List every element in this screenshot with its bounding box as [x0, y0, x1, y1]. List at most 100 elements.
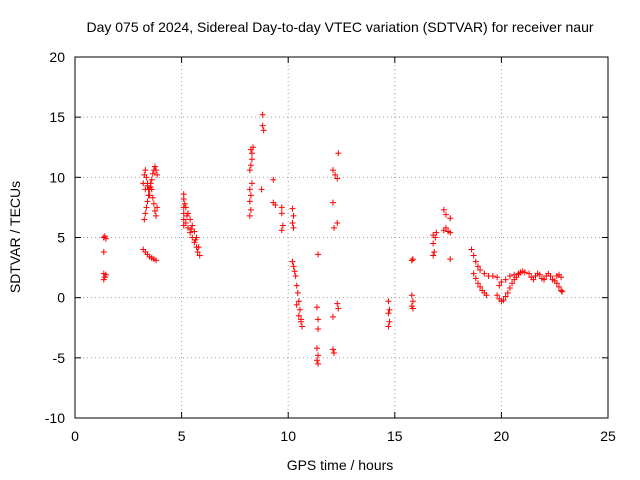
data-point — [143, 174, 150, 181]
data-point — [296, 306, 303, 313]
data-point — [181, 200, 188, 207]
data-point — [511, 271, 518, 278]
x-tick-label: 0 — [71, 428, 79, 444]
data-point — [481, 270, 488, 277]
data-point — [474, 280, 481, 287]
data-point — [313, 357, 320, 364]
x-tick-label: 20 — [494, 428, 510, 444]
data-point — [246, 186, 253, 193]
data-point — [189, 222, 196, 229]
data-point — [290, 263, 297, 270]
data-point — [250, 144, 257, 151]
data-point — [409, 298, 416, 305]
y-tick-label: 5 — [57, 230, 65, 246]
data-point — [151, 208, 158, 215]
data-point — [100, 248, 107, 255]
data-point — [188, 226, 195, 233]
data-point — [313, 304, 320, 311]
data-point — [521, 269, 528, 276]
data-point — [142, 167, 149, 174]
y-tick-labels: -10 -5 0 5 10 15 20 — [45, 49, 65, 426]
data-point — [290, 212, 297, 219]
y-tick-label: 0 — [57, 290, 65, 306]
data-point — [194, 248, 201, 255]
data-point — [431, 248, 438, 255]
data-point — [409, 256, 416, 263]
data-point — [315, 316, 322, 323]
data-point — [536, 271, 543, 278]
data-point — [489, 273, 496, 280]
data-point — [246, 212, 253, 219]
data-point — [247, 206, 254, 213]
data-point — [504, 289, 511, 296]
data-point — [494, 274, 501, 281]
data-point — [385, 310, 392, 317]
data-point — [477, 266, 484, 273]
data-point — [470, 270, 477, 277]
chart-title: Day 075 of 2024, Sidereal Day-to-day VTE… — [86, 19, 593, 35]
data-point — [555, 283, 562, 290]
data-point — [472, 275, 479, 282]
y-tick-label: 15 — [49, 109, 65, 125]
data-point — [180, 195, 187, 202]
data-point — [278, 210, 285, 217]
data-point — [290, 224, 297, 231]
data-point — [196, 252, 203, 259]
data-point — [386, 318, 393, 325]
data-point — [246, 198, 253, 205]
data-point — [154, 171, 161, 178]
data-point — [334, 220, 341, 227]
data-point — [315, 352, 322, 359]
data-point — [530, 276, 537, 283]
data-point — [142, 210, 149, 217]
data-point — [191, 228, 198, 235]
data-point — [180, 216, 187, 223]
data-point — [386, 306, 393, 313]
data-point — [295, 298, 302, 305]
data-point — [447, 256, 454, 263]
data-point — [193, 244, 200, 251]
data-point — [153, 212, 160, 219]
data-point — [433, 229, 440, 236]
data-point — [147, 180, 154, 187]
data-point — [331, 350, 338, 357]
data-point — [447, 215, 454, 222]
data-point — [247, 162, 254, 169]
data-point — [440, 227, 447, 234]
data-point — [515, 270, 522, 277]
data-point — [259, 122, 266, 129]
data-point — [315, 251, 322, 258]
data-point — [329, 199, 336, 206]
y-tick-label: -5 — [53, 350, 66, 366]
data-point — [500, 297, 507, 304]
data-point — [502, 276, 509, 283]
y-axis-label: SDTVAR / TECUs — [7, 181, 23, 293]
data-point — [182, 220, 189, 227]
data-point — [547, 273, 554, 280]
data-point — [335, 305, 342, 312]
data-point — [151, 163, 158, 170]
data-point — [278, 227, 285, 234]
data-point — [148, 176, 155, 183]
data-point — [430, 240, 437, 247]
y-tick-label: 10 — [49, 169, 65, 185]
data-point — [248, 150, 255, 157]
data-point — [526, 270, 533, 277]
data-point — [496, 282, 503, 289]
data-point — [184, 224, 191, 231]
data-point — [329, 346, 336, 353]
data-point — [154, 204, 161, 211]
data-point — [248, 180, 255, 187]
data-point — [430, 252, 437, 259]
data-point — [331, 224, 338, 231]
data-point — [408, 257, 415, 264]
data-point — [187, 229, 194, 236]
data-point — [295, 312, 302, 319]
data-point — [315, 360, 322, 367]
data-point — [299, 323, 306, 330]
data-point — [483, 292, 490, 299]
data-point — [334, 175, 341, 182]
data-point — [270, 176, 277, 183]
data-point — [315, 325, 322, 332]
data-point — [248, 156, 255, 163]
